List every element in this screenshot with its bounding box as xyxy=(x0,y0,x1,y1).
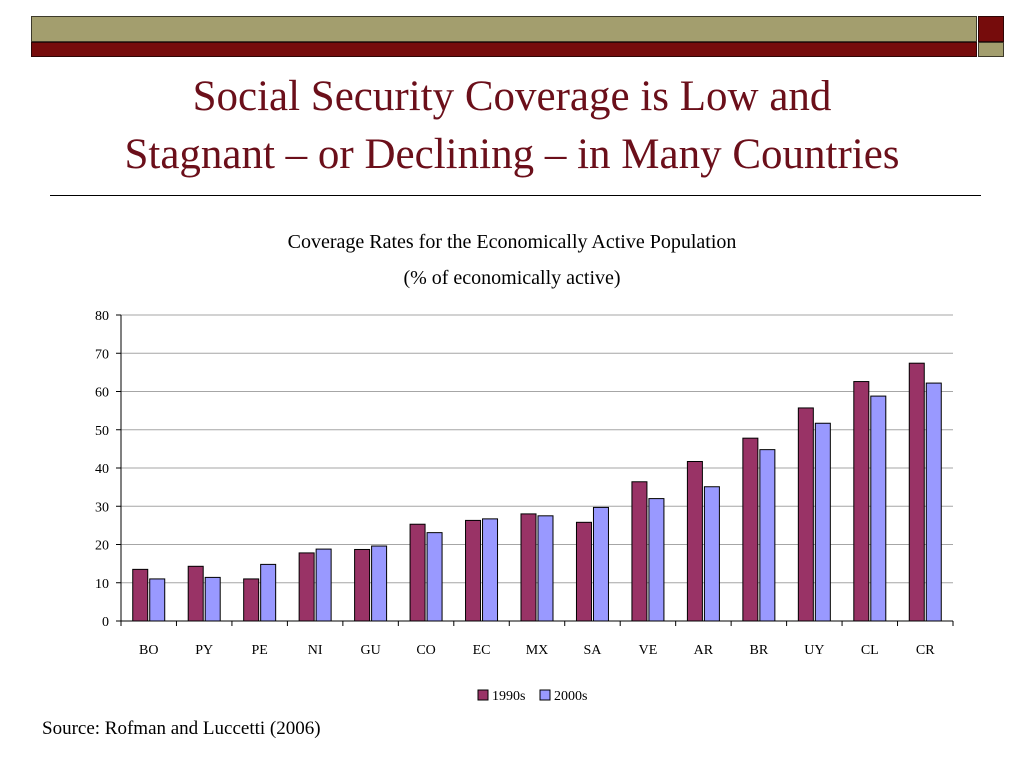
bar-mx-1990s xyxy=(520,513,537,622)
chart-bars xyxy=(132,362,942,622)
title-divider xyxy=(50,195,981,196)
x-tick-label-ar: AR xyxy=(694,643,714,658)
bar-py-2000s xyxy=(204,576,221,622)
header-band-maroon-bar xyxy=(31,42,977,57)
x-tick-label-mx: MX xyxy=(526,643,549,658)
y-tick-label: 30 xyxy=(95,500,109,515)
header-band xyxy=(31,16,977,57)
bar-gu-1990s xyxy=(354,548,371,622)
y-tick-label: 20 xyxy=(95,539,109,554)
x-tick-label-pe: PE xyxy=(251,643,267,658)
bar-ni-2000s xyxy=(315,548,332,622)
bar-gu-2000s xyxy=(371,545,388,622)
chart-gridlines xyxy=(121,314,953,584)
bar-ve-1990s xyxy=(631,481,648,622)
chart-subtitle: (% of economically active) xyxy=(403,267,620,289)
y-tick-label: 40 xyxy=(95,462,109,477)
x-tick-label-co: CO xyxy=(416,643,435,658)
legend-swatch-2000s xyxy=(539,689,551,701)
bar-co-2000s xyxy=(426,532,443,622)
bar-ve-2000s xyxy=(648,498,665,622)
bar-sa-2000s xyxy=(592,506,609,622)
bar-bo-2000s xyxy=(149,578,166,622)
bar-py-1990s xyxy=(187,565,204,622)
bar-co-1990s xyxy=(409,523,426,622)
x-tick-label-cr: CR xyxy=(916,643,935,658)
y-tick-label: 10 xyxy=(95,577,109,592)
bar-cl-1990s xyxy=(853,381,870,622)
header-corner-olive-square xyxy=(978,42,1004,57)
bar-pe-1990s xyxy=(243,578,260,622)
bar-uy-1990s xyxy=(797,407,814,622)
bar-ec-1990s xyxy=(465,519,482,622)
header-band-olive-bar xyxy=(31,16,977,42)
bar-cr-1990s xyxy=(908,362,925,622)
bar-uy-2000s xyxy=(814,422,831,622)
x-tick-label-sa: SA xyxy=(584,643,603,658)
chart-legend: 1990s 2000s xyxy=(477,689,587,704)
slide-title: Social Security Coverage is Low and Stag… xyxy=(30,68,994,184)
legend-swatch-1990s xyxy=(477,689,489,701)
bar-ar-1990s xyxy=(686,460,703,622)
x-tick-label-uy: UY xyxy=(804,643,824,658)
bar-ar-2000s xyxy=(703,486,720,622)
bar-br-2000s xyxy=(759,449,776,622)
chart-title: Coverage Rates for the Economically Acti… xyxy=(288,231,737,253)
slide-title-line-1: Social Security Coverage is Low and xyxy=(192,73,832,120)
x-tick-label-gu: GU xyxy=(360,643,380,658)
x-tick-label-ve: VE xyxy=(639,643,658,658)
bar-mx-2000s xyxy=(537,515,554,622)
y-tick-label: 60 xyxy=(95,386,109,401)
y-tick-label: 0 xyxy=(102,615,109,630)
y-tick-label: 80 xyxy=(95,309,109,324)
x-tick-label-ec: EC xyxy=(473,643,491,658)
y-tick-label: 70 xyxy=(95,347,109,362)
bar-ni-1990s xyxy=(298,552,315,622)
x-tick-label-ni: NI xyxy=(308,643,323,658)
x-tick-label-br: BR xyxy=(750,643,769,658)
legend-label-2000s: 2000s xyxy=(554,689,587,704)
bar-cl-2000s xyxy=(870,395,887,622)
bar-ec-2000s xyxy=(482,518,499,622)
x-tick-label-cl: CL xyxy=(861,643,879,658)
chart-axes: 0 10 20 30 40 50 60 70 80 BO PY PE NI GU CO EC MX SA VE AR B… xyxy=(95,309,954,658)
bar-cr-2000s xyxy=(925,382,942,622)
slide-title-line-2: Stagnant – or Declining – in Many Countr… xyxy=(124,131,900,178)
bar-sa-1990s xyxy=(575,521,592,622)
source-note: Source: Rofman and Luccetti (2006) xyxy=(42,718,321,739)
legend-label-1990s: 1990s xyxy=(492,689,525,704)
bar-bo-1990s xyxy=(132,568,149,622)
x-tick-label-py: PY xyxy=(195,643,213,658)
bar-br-1990s xyxy=(742,437,759,622)
header-corner-maroon-square xyxy=(978,16,1004,42)
x-tick-label-bo: BO xyxy=(139,643,158,658)
bar-pe-2000s xyxy=(260,563,277,622)
y-tick-label: 50 xyxy=(95,424,109,439)
